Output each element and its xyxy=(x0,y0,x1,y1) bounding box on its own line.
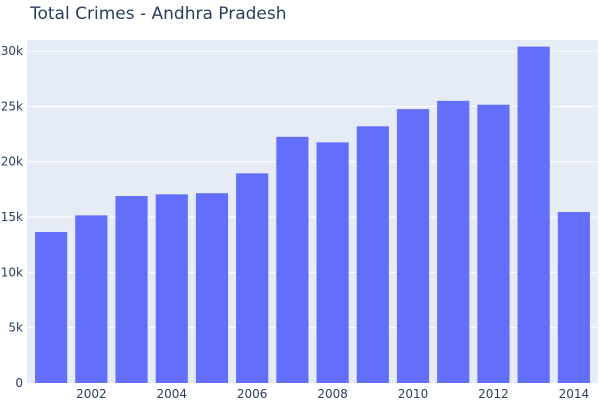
bar-2010[interactable] xyxy=(396,109,430,383)
y-tick-label: 30k xyxy=(1,44,23,58)
y-tick-label: 20k xyxy=(1,155,23,169)
x-tick-label: 2002 xyxy=(76,387,107,400)
bar-2009[interactable] xyxy=(356,126,389,383)
x-tick-label: 2014 xyxy=(559,387,590,400)
x-tick-label: 2010 xyxy=(398,387,429,400)
bar-2005[interactable] xyxy=(195,193,229,383)
bar-2003[interactable] xyxy=(115,196,148,383)
bar-2006[interactable] xyxy=(236,173,269,383)
y-tick-label: 10k xyxy=(1,265,23,279)
bar-2012[interactable] xyxy=(477,104,510,383)
bar-2013[interactable] xyxy=(517,46,550,384)
plot-area xyxy=(27,40,598,383)
x-tick-label: 2008 xyxy=(317,387,348,400)
bars xyxy=(35,46,590,384)
chart-title: Total Crimes - Andhra Pradesh xyxy=(30,4,287,24)
y-axis-ticks: 0 5k 10k 15k 20k 25k 30k xyxy=(1,44,23,390)
bar-2002[interactable] xyxy=(75,215,108,383)
x-tick-label: 2004 xyxy=(156,387,187,400)
bar-2008[interactable] xyxy=(316,142,349,383)
y-tick-label: 15k xyxy=(1,210,23,224)
bar-2014[interactable] xyxy=(557,212,590,383)
x-axis-ticks: 2002 2004 2006 2008 2010 2012 2014 xyxy=(76,387,590,401)
y-tick-label: 5k xyxy=(8,321,23,335)
bar-2007[interactable] xyxy=(276,136,309,383)
y-tick-label: 25k xyxy=(1,99,23,113)
y-tick-label: 0 xyxy=(15,376,23,390)
x-tick-label: 2012 xyxy=(478,387,509,400)
bar-2011[interactable] xyxy=(437,100,470,384)
x-tick-label: 2006 xyxy=(237,387,268,400)
bar-2004[interactable] xyxy=(155,194,188,383)
bar-2001[interactable] xyxy=(35,231,68,383)
